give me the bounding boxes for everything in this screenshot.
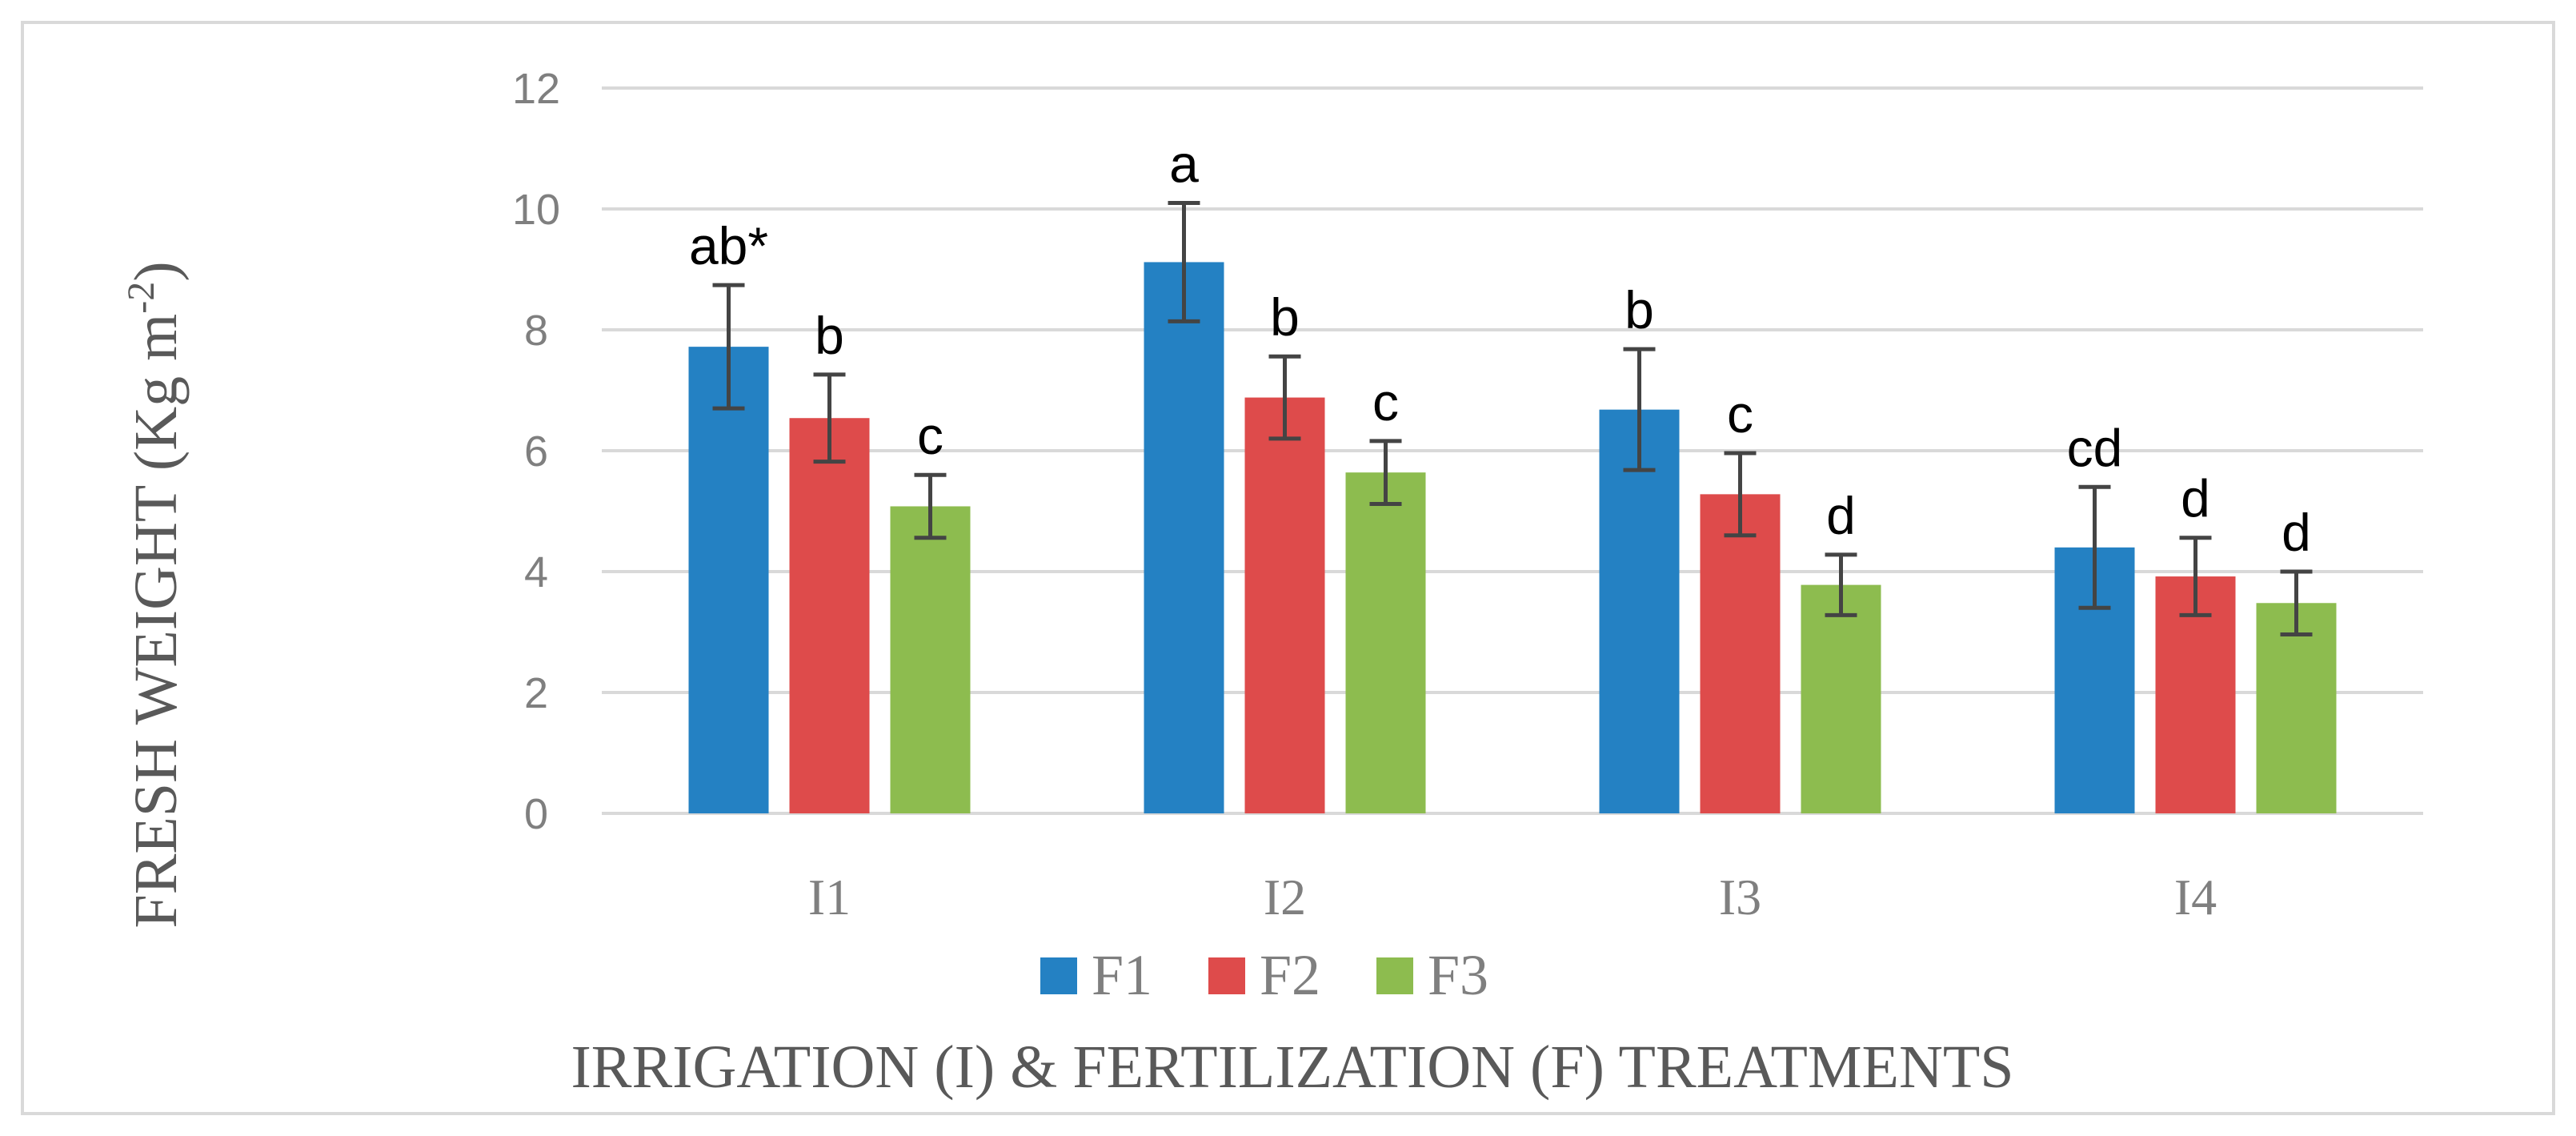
legend-swatch xyxy=(1376,957,1413,994)
significance-label: cd xyxy=(2067,418,2123,477)
legend-label: F3 xyxy=(1428,943,1488,1007)
legend-swatch xyxy=(1040,957,1077,994)
x-axis-title: IRRIGATION (I) & FERTILIZATION (F) TREAT… xyxy=(571,1034,2013,1101)
legend-label: F1 xyxy=(1092,943,1152,1007)
bar-f3-i3 xyxy=(1801,584,1881,813)
chart-frame: 0 2 4 6 8 10 12 ab* b c I1 a b c I2 b c d I3 cd d d I4 F1 F2 F3 IR… xyxy=(21,21,2555,1115)
y-tick-label: 10 xyxy=(512,186,560,234)
significance-label: c xyxy=(1372,372,1399,432)
significance-label: b xyxy=(815,306,844,365)
legend-item: F1 xyxy=(1040,943,1152,1007)
significance-label: b xyxy=(1625,280,1654,339)
x-tick-label: I3 xyxy=(1719,869,1761,925)
bar-f1-i3 xyxy=(1599,409,1680,813)
x-tick-label: I2 xyxy=(1264,869,1306,925)
bar-f1-i1 xyxy=(688,347,769,813)
significance-label: a xyxy=(1169,134,1199,193)
significance-label: b xyxy=(1270,287,1300,347)
bar-f3-i4 xyxy=(2256,603,2337,813)
legend-swatch xyxy=(1208,957,1245,994)
bar-f2-i3 xyxy=(1700,494,1781,813)
bar-f1-i2 xyxy=(1144,262,1224,813)
significance-label: d xyxy=(1826,486,1856,545)
y-axis-title: FRESH WEIGHT (Kg m-2) xyxy=(120,261,190,928)
y-tick-label: 4 xyxy=(524,548,548,596)
y-tick-label: 8 xyxy=(524,307,548,355)
significance-label: d xyxy=(2282,503,2311,562)
significance-label: ab* xyxy=(689,216,768,275)
x-tick-label: I1 xyxy=(808,869,851,925)
significance-label: c xyxy=(1727,384,1753,444)
significance-label: c xyxy=(917,406,943,465)
y-tick-label: 6 xyxy=(524,428,548,476)
legend-label: F2 xyxy=(1260,943,1320,1007)
bar-f3-i1 xyxy=(890,506,971,813)
significance-label: d xyxy=(2181,469,2210,528)
y-tick-label: 2 xyxy=(524,669,548,717)
y-tick-label: 0 xyxy=(524,790,548,838)
bar-f2-i2 xyxy=(1244,397,1325,813)
bar-f3-i2 xyxy=(1345,472,1426,813)
bar-f2-i1 xyxy=(789,418,870,813)
y-tick-label: 12 xyxy=(512,65,560,113)
x-tick-label: I4 xyxy=(2174,869,2217,925)
legend-item: F3 xyxy=(1376,943,1488,1007)
legend-item: F2 xyxy=(1208,943,1320,1007)
